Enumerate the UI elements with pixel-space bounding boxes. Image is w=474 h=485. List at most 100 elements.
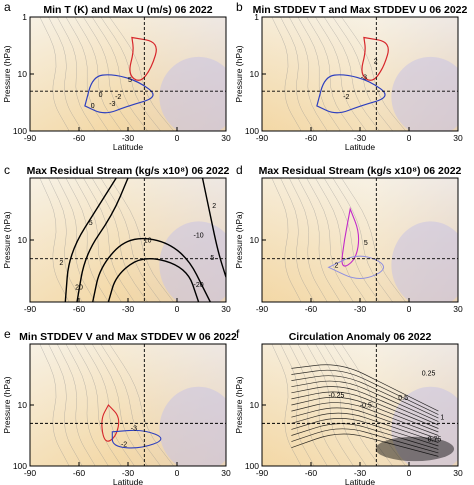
streamfunction-contour (201, 178, 226, 278)
x-tick-label: -30 (122, 133, 135, 143)
contour-label: 0.5 (398, 395, 408, 402)
background-contour (65, 178, 109, 302)
contour-label: 5 (210, 255, 214, 262)
background-contour (315, 178, 367, 302)
x-tick-label: 0 (407, 304, 412, 314)
background-contour (280, 178, 315, 302)
contour-label: 0.75 (428, 437, 442, 444)
contour-label: -3 (361, 75, 367, 82)
y-tick-label: 100 (13, 461, 27, 471)
panel-e: -3 -2 -90 -60 -30 0 30 10 100 Latitude Pressure (h… (2, 327, 237, 485)
contour-label: -0.5 (360, 402, 372, 409)
background-contour (315, 17, 367, 131)
x-tick-label: -30 (354, 468, 367, 478)
panel-letter: f (236, 327, 240, 341)
x-tick-label: -60 (73, 304, 86, 314)
background-contour (332, 344, 393, 466)
x-tick-label: 0 (175, 468, 180, 478)
x-tick-label: -90 (24, 304, 37, 314)
contour-label: 5 (128, 77, 132, 84)
y-axis-label: Pressure (hPa) (234, 211, 244, 268)
panel-title: Circulation Anomaly 06 2022 (289, 331, 432, 343)
background-contour (56, 344, 96, 466)
anomaly-contour (291, 402, 439, 436)
x-tick-label: 30 (453, 304, 463, 314)
y-tick-label: 10 (250, 235, 260, 245)
background-contour (56, 17, 96, 131)
background-contour (74, 344, 122, 466)
y-axis-label: Pressure (hPa) (2, 376, 12, 433)
anomaly-contour (291, 391, 439, 429)
background-contour (74, 17, 122, 131)
background-contour (280, 17, 315, 131)
background-contour (323, 17, 380, 131)
y-tick-label: 10 (18, 235, 28, 245)
background-contour (297, 178, 341, 302)
x-tick-label: 30 (221, 468, 231, 478)
x-tick-label: -90 (256, 133, 269, 143)
background-contour (332, 17, 393, 131)
panel-title: Max Residual Stream (kg/s x10⁸) 06 2022 (259, 165, 462, 177)
background-contour (306, 178, 354, 302)
background-contour (323, 178, 380, 302)
x-tick-label: -90 (256, 468, 269, 478)
background-contour (271, 178, 302, 302)
panel-field-a (39, 17, 226, 131)
contour-label: 0.25 (422, 371, 436, 378)
contour-label: -2 (121, 441, 127, 448)
background-contour (83, 17, 135, 131)
streamfunction-contour (107, 258, 200, 302)
x-tick-label: 30 (453, 468, 463, 478)
background-contour (332, 178, 393, 302)
contour-label: 2 (212, 203, 216, 210)
anomaly-contour (291, 396, 439, 433)
y-tick-label: 10 (250, 400, 260, 410)
contour-label: -10 (193, 233, 203, 240)
cool-region (391, 221, 458, 302)
background-contour (288, 17, 328, 131)
y-tick-label: 1 (254, 12, 259, 22)
red-contour (101, 404, 120, 442)
background-contour (100, 178, 161, 302)
contour-label: -2 (115, 94, 121, 101)
panel-field-b (271, 17, 458, 131)
background-contour (39, 178, 70, 302)
x-tick-label: -60 (305, 468, 318, 478)
background-contour (100, 17, 161, 131)
anomaly-contour (291, 433, 439, 457)
background-contour (65, 17, 109, 131)
blue-contour (316, 74, 386, 114)
blue-contour (111, 429, 162, 449)
x-tick-label: 30 (221, 304, 231, 314)
background-contour (323, 344, 380, 466)
anomaly-dense-region (375, 436, 455, 462)
panel-d: 5 2 -90 -60 -30 0 30 10 Pressure (hPa) Max Residu… (234, 163, 463, 314)
panel-field-c (39, 178, 226, 302)
x-tick-label: 0 (175, 304, 180, 314)
background-contour (297, 344, 341, 466)
background-contour (280, 344, 315, 466)
panel-field-e (39, 344, 226, 466)
anomaly-contour (291, 428, 439, 454)
blue-contour (327, 255, 385, 279)
panel-a: 0-2-305-90 -60 -30 0 30110100LatitudePressur… (2, 0, 231, 152)
y-tick-label: 10 (18, 69, 28, 79)
contour-label: 20 (75, 285, 83, 292)
contour-label: 2 (374, 59, 378, 66)
background-contour (341, 178, 406, 302)
background-contour (341, 17, 406, 131)
background-contour (288, 178, 328, 302)
cool-region (391, 56, 458, 131)
contour-label: -0.25 (328, 393, 344, 400)
cool-region (159, 56, 226, 131)
streamfunction-contour (92, 237, 211, 302)
contour-label: 10 (144, 237, 152, 244)
red-contour (129, 36, 157, 81)
background-contour (39, 344, 70, 466)
background-contour (271, 17, 302, 131)
background-contour (56, 178, 96, 302)
x-tick-label: 30 (221, 133, 231, 143)
panel-c: 2 5 10 20 -10 -20 2 5 -90 -60 -30 0 30 10 Pressure (hP… (2, 163, 231, 314)
x-tick-label: 0 (175, 133, 180, 143)
panel-title: Min STDDEV T and Max STDDEV U 06 2022 (253, 4, 468, 16)
